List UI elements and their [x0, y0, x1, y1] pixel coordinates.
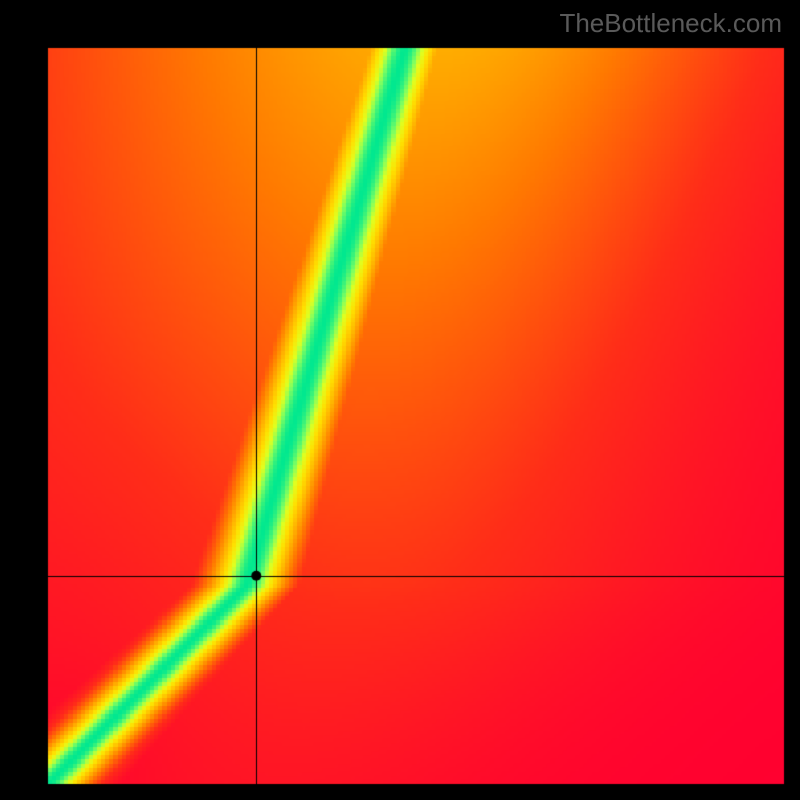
chart-container: TheBottleneck.com — [0, 0, 800, 800]
watermark-label: TheBottleneck.com — [559, 8, 782, 39]
bottleneck-heatmap — [0, 0, 800, 800]
